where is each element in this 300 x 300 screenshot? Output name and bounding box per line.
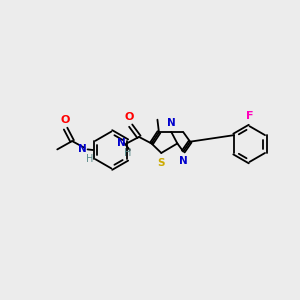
Text: O: O <box>124 112 134 122</box>
Text: H: H <box>86 154 93 164</box>
Text: F: F <box>246 112 254 122</box>
Text: N: N <box>167 118 176 128</box>
Text: N: N <box>117 138 125 148</box>
Text: S: S <box>158 158 165 168</box>
Text: H: H <box>124 148 131 158</box>
Text: N: N <box>179 156 188 166</box>
Text: O: O <box>60 115 70 125</box>
Text: N: N <box>78 144 86 154</box>
